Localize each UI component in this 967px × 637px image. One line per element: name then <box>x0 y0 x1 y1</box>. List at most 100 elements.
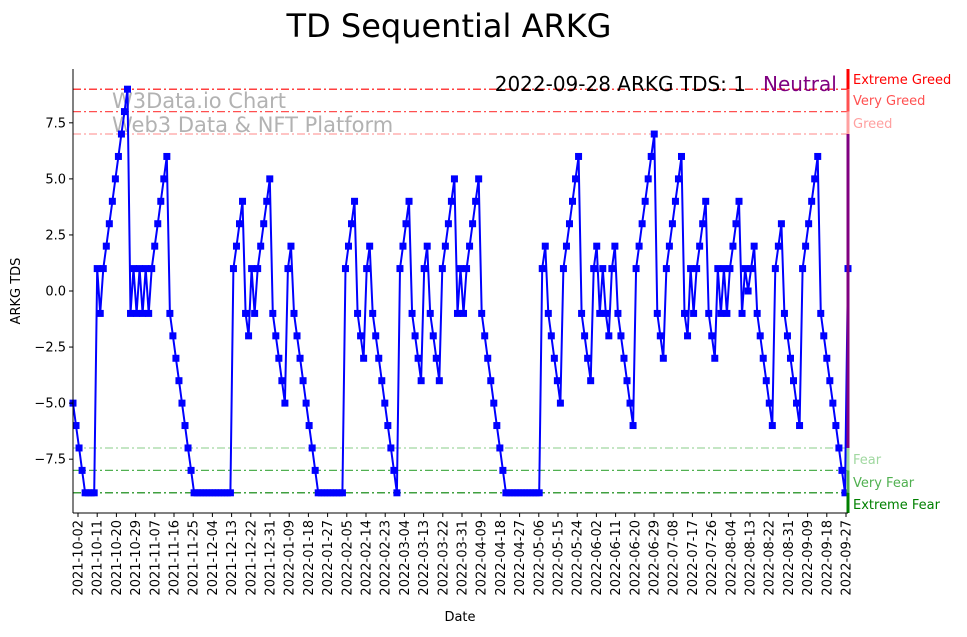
data-point <box>417 377 425 385</box>
data-point <box>768 422 776 430</box>
data-point <box>311 466 319 474</box>
x-tick-label: 2022-03-04 <box>398 520 413 596</box>
data-point <box>148 265 156 273</box>
data-point <box>272 332 280 340</box>
data-point <box>662 265 670 273</box>
data-point <box>762 377 770 385</box>
data-point <box>653 309 661 317</box>
data-point <box>287 242 295 250</box>
x-tick-label: 2022-08-22 <box>763 520 778 596</box>
data-point <box>481 332 489 340</box>
data-point <box>496 444 504 452</box>
data-point <box>490 399 498 407</box>
data-point <box>299 377 307 385</box>
data-point <box>302 399 310 407</box>
data-point <box>780 309 788 317</box>
data-point <box>248 265 256 273</box>
data-point <box>814 152 822 160</box>
x-tick-label: 2022-07-17 <box>686 520 701 596</box>
data-point <box>584 354 592 362</box>
y-tick-label: −2.5 <box>34 341 66 356</box>
data-point <box>596 309 604 317</box>
data-point <box>460 309 468 317</box>
data-point <box>360 354 368 362</box>
data-point <box>438 265 446 273</box>
level-label-extreme-fear: Extreme Fear <box>853 498 941 513</box>
data-point <box>308 444 316 452</box>
data-point <box>829 399 837 407</box>
data-point <box>420 265 428 273</box>
data-point <box>553 377 561 385</box>
data-point <box>665 242 673 250</box>
x-tick-label: 2022-01-09 <box>283 520 298 596</box>
x-tick-label: 2021-10-11 <box>91 520 106 596</box>
data-point <box>759 354 767 362</box>
data-point <box>169 332 177 340</box>
data-point <box>266 175 274 183</box>
data-point <box>136 265 144 273</box>
data-point <box>172 354 180 362</box>
data-point <box>344 242 352 250</box>
x-tick-label: 2022-02-23 <box>379 520 394 596</box>
data-point <box>117 130 125 138</box>
data-point <box>102 242 110 250</box>
data-point <box>405 197 413 205</box>
x-tick-label: 2022-03-22 <box>436 520 451 596</box>
data-point <box>750 242 758 250</box>
data-point <box>157 197 165 205</box>
x-tick-label: 2022-09-18 <box>820 520 835 596</box>
data-point <box>541 242 549 250</box>
data-point <box>372 332 380 340</box>
data-point <box>414 354 422 362</box>
data-point <box>538 265 546 273</box>
data-point <box>251 309 259 317</box>
data-point <box>608 265 616 273</box>
data-point <box>396 265 404 273</box>
x-tick-label: 2022-07-08 <box>667 520 682 596</box>
data-point <box>799 265 807 273</box>
data-point <box>384 422 392 430</box>
data-point <box>638 220 646 228</box>
data-point <box>593 242 601 250</box>
data-point <box>423 242 431 250</box>
data-point <box>381 399 389 407</box>
x-tick-label: 2022-06-11 <box>609 520 624 596</box>
data-point <box>472 197 480 205</box>
data-point <box>832 422 840 430</box>
data-point <box>659 354 667 362</box>
data-point <box>499 466 507 474</box>
data-point <box>96 309 104 317</box>
data-point <box>720 265 728 273</box>
data-point <box>826 377 834 385</box>
data-point <box>142 265 150 273</box>
x-tick-label: 2022-06-02 <box>590 520 605 596</box>
data-point <box>650 130 658 138</box>
data-point <box>559 265 567 273</box>
data-point <box>133 309 141 317</box>
data-point <box>296 354 304 362</box>
data-point <box>569 197 577 205</box>
data-point <box>457 265 464 273</box>
data-point <box>805 220 813 228</box>
data-point <box>145 309 153 317</box>
data-point <box>154 220 162 228</box>
data-point <box>263 197 271 205</box>
data-point <box>614 309 622 317</box>
level-label-greed: Greed <box>853 117 892 132</box>
data-point <box>114 152 122 160</box>
data-point <box>556 399 564 407</box>
data-point <box>547 332 555 340</box>
data-point <box>793 399 801 407</box>
data-point <box>774 242 782 250</box>
data-point <box>293 332 301 340</box>
data-point <box>305 422 313 430</box>
data-point <box>78 466 86 474</box>
x-tick-label: 2022-05-15 <box>552 520 567 596</box>
data-point <box>841 489 849 497</box>
data-point <box>390 466 398 474</box>
data-point <box>369 309 377 317</box>
data-point <box>711 354 719 362</box>
data-point <box>175 377 183 385</box>
data-point <box>629 422 637 430</box>
x-tick-label: 2022-05-06 <box>532 520 547 596</box>
